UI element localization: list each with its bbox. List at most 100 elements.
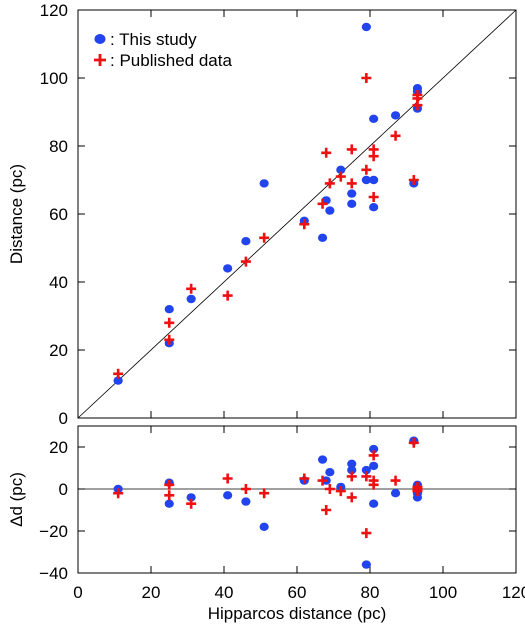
x-axis-title: Hipparcos distance (pc) — [208, 604, 387, 623]
published-data-point — [346, 471, 357, 482]
this-study-point — [369, 499, 379, 508]
x-tick-label: 40 — [215, 583, 234, 602]
y-tick-label: 80 — [49, 137, 68, 156]
x-tick-label: 120 — [502, 583, 525, 602]
y-tick-label: 100 — [40, 69, 68, 88]
this-study-point — [325, 206, 335, 215]
this-study-point — [186, 294, 196, 304]
published-data-point — [361, 528, 372, 539]
y-tick-label: 20 — [49, 438, 68, 457]
published-data-point — [321, 147, 332, 158]
x-tick-label: 80 — [361, 583, 380, 602]
this-study-point — [336, 165, 346, 174]
this-study-point — [369, 203, 379, 212]
this-study-point — [361, 175, 371, 185]
published-data-point — [317, 198, 328, 209]
this-study-point — [412, 493, 423, 502]
plot-frame — [77, 425, 517, 574]
published-data-point — [361, 471, 372, 482]
y-axis-title: Δd (pc) — [7, 472, 26, 527]
this-study-point — [347, 465, 357, 475]
published-data-point — [164, 479, 175, 490]
x-tick-label: 20 — [142, 583, 161, 602]
this-study-point — [259, 179, 269, 188]
published-data-point — [113, 368, 124, 379]
this-study-point — [369, 461, 379, 471]
published-data-point — [335, 486, 346, 497]
this-study-point — [361, 22, 371, 32]
published-data-point — [368, 151, 379, 162]
distance-residual-panel: 0 20 40 60 80 100 120 −40 −20 0 20 Δd (pc) Hipparcos… — [7, 425, 525, 623]
this-study-point — [164, 305, 174, 314]
published-data-point — [317, 475, 328, 486]
published-data-point — [324, 178, 335, 189]
published-data-point — [346, 144, 357, 155]
this-study-point — [223, 264, 233, 273]
published-data-point — [408, 437, 419, 448]
published-data-point — [324, 484, 335, 494]
y-tick-label: 120 — [40, 1, 68, 20]
one-to-one-reference-line — [77, 9, 517, 419]
published-data-point — [361, 73, 372, 83]
published-data-point — [113, 488, 124, 499]
this-study-point — [241, 237, 251, 246]
this-study-point — [347, 189, 357, 198]
published-data-point — [240, 256, 251, 267]
y-tick-label: −40 — [39, 564, 68, 583]
this-study-point — [317, 455, 328, 464]
published-data-point — [361, 164, 372, 175]
published-data-point — [412, 100, 423, 111]
published-data-point — [164, 317, 175, 328]
this-study-point — [325, 468, 335, 477]
legend-label: : This study — [110, 30, 197, 49]
published-data-point — [164, 490, 175, 501]
y-axis-title: Distance (pc) — [7, 164, 26, 264]
legend-plus-marker — [94, 54, 106, 66]
this-study-point — [241, 497, 251, 506]
legend-label: : Published data — [110, 51, 232, 70]
this-study-point — [223, 491, 233, 500]
y-tick-label: −20 — [39, 522, 68, 541]
published-data-point — [346, 178, 357, 189]
published-data-point — [299, 219, 310, 230]
published-data-point — [408, 175, 419, 185]
published-data-point — [222, 473, 233, 484]
y-tick-label: 60 — [49, 205, 68, 224]
published-data-point — [412, 486, 423, 497]
published-data-point — [368, 192, 379, 202]
published-data-point — [164, 334, 175, 345]
this-study-point — [361, 560, 371, 569]
published-data-point — [186, 498, 197, 509]
x-tick-label: 0 — [73, 583, 82, 602]
published-data-point — [390, 475, 401, 486]
y-tick-label: 0 — [59, 480, 68, 499]
y-tick-label: 40 — [49, 273, 68, 292]
this-study-point — [369, 444, 379, 454]
published-data-point — [390, 130, 401, 141]
published-data-point — [368, 479, 379, 490]
this-study-point — [113, 376, 123, 385]
published-data-point — [259, 488, 270, 499]
published-data-point — [240, 484, 251, 494]
y-tick-label: 0 — [59, 409, 68, 428]
distance-comparison-panel: 0 20 40 60 80 100 120 Distance (pc) : This study… — [7, 1, 517, 428]
this-study-point — [164, 499, 174, 508]
published-data-point — [368, 450, 379, 461]
this-study-point — [369, 114, 379, 124]
this-study-point — [369, 175, 379, 185]
this-study-point — [347, 199, 357, 208]
this-study-point — [186, 493, 196, 502]
this-study-point — [390, 111, 401, 120]
published-data-point — [186, 283, 197, 294]
y-tick-label: 20 — [49, 341, 68, 360]
published-data-point — [299, 473, 310, 484]
x-tick-label: 100 — [429, 583, 457, 602]
published-data-point — [222, 290, 233, 301]
x-tick-label: 60 — [288, 583, 307, 602]
published-data-point — [259, 232, 270, 243]
this-study-point — [361, 465, 371, 475]
published-data-point — [335, 171, 346, 182]
this-study-point — [317, 233, 328, 242]
legend-circle-marker — [94, 34, 106, 44]
